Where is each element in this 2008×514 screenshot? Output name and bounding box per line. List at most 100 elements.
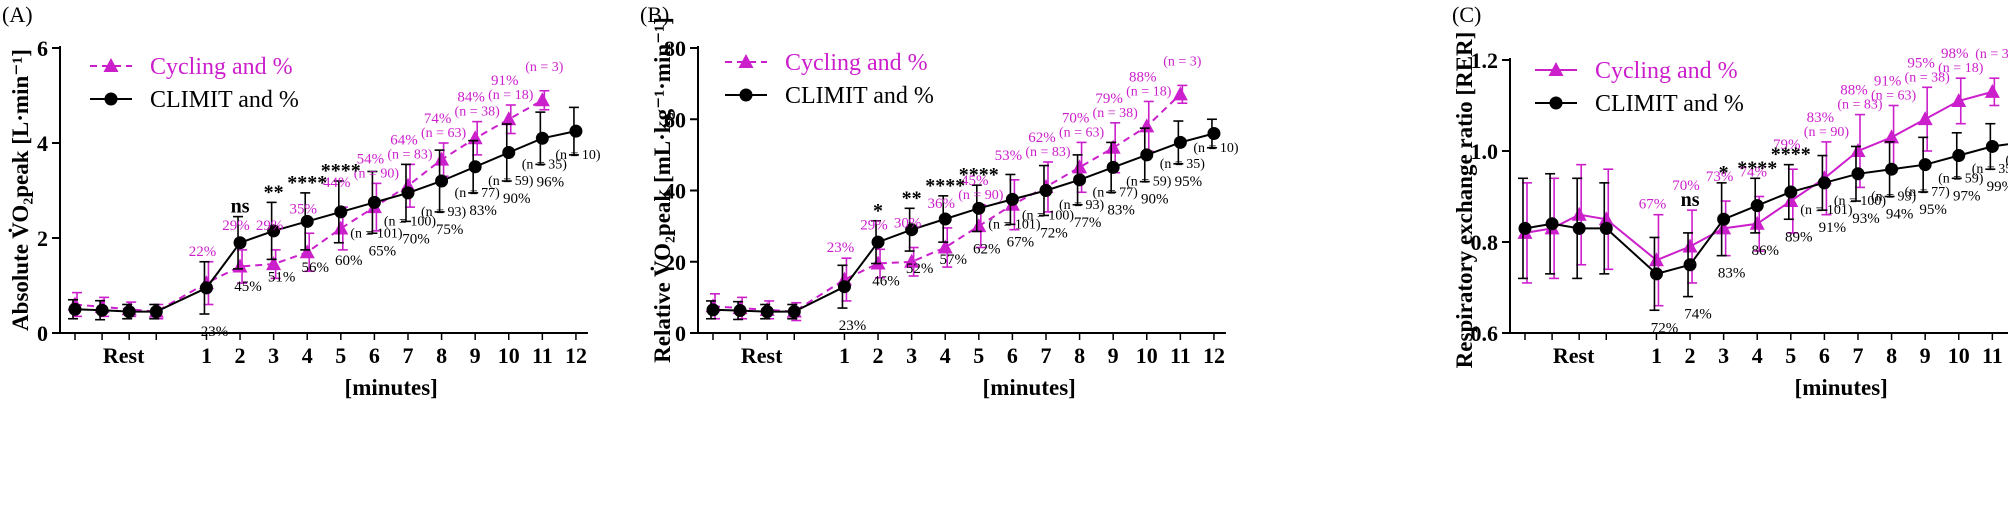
bottom-annotation: 95% xyxy=(1175,174,1203,190)
bottom-annotation: (n = 93) xyxy=(1059,198,1105,213)
data-point-triangle xyxy=(1598,211,1614,226)
y-tick-label: 0.8 xyxy=(1471,230,1499,255)
top-annotation: 73% xyxy=(1706,169,1734,185)
data-point-circle xyxy=(267,224,281,238)
data-point-circle xyxy=(1005,192,1019,206)
data-point-triangle xyxy=(1850,143,1866,157)
top-annotation: (n = 38) xyxy=(1093,106,1139,121)
top-annotation: 95% xyxy=(1907,55,1935,71)
bottom-annotation: 23% xyxy=(839,318,867,334)
legend-label: CLIMIT and % xyxy=(150,87,299,113)
series-climit xyxy=(1518,122,2008,312)
data-point-circle xyxy=(905,223,919,237)
data-point-circle xyxy=(334,205,348,219)
top-annotation: 29% xyxy=(222,218,250,234)
bottom-annotation: 46% xyxy=(872,274,900,290)
y-tick-label: 1.0 xyxy=(1471,139,1499,164)
top-annotation: (n = 63) xyxy=(1871,89,1917,104)
rest-label: Rest xyxy=(741,343,783,368)
data-point-circle xyxy=(1649,267,1663,281)
x-tick-label: 4 xyxy=(1752,343,1763,368)
x-tick-label: 9 xyxy=(470,343,481,368)
data-point-circle xyxy=(1039,184,1053,197)
series-line xyxy=(1524,143,2008,276)
bottom-annotation: (n = 101) xyxy=(1800,203,1853,218)
x-tick-label: 3 xyxy=(1718,343,1729,368)
top-annotation: 62% xyxy=(1028,130,1056,146)
bottom-annotation: 91% xyxy=(1819,220,1847,236)
top-annotation: (n = 63) xyxy=(1059,125,1105,140)
top-annotation: 54% xyxy=(357,151,385,167)
bottom-annotation: 52% xyxy=(906,261,934,277)
top-annotation: (n = 3) xyxy=(1975,47,2008,62)
data-point-circle xyxy=(972,201,986,215)
data-point-triangle xyxy=(534,92,550,107)
top-annotation: (n = 18) xyxy=(1126,84,1172,99)
top-annotation: 74% xyxy=(1739,165,1767,181)
x-tick-label: 10 xyxy=(1948,343,1970,368)
data-point-triangle xyxy=(870,255,886,270)
y-tick-label: 80 xyxy=(664,36,686,61)
bottom-annotation: (n = 77) xyxy=(455,186,501,201)
top-annotation: 45% xyxy=(961,173,989,189)
data-point-circle xyxy=(122,305,136,319)
data-point-circle xyxy=(1885,162,1899,176)
series-climit xyxy=(706,118,1221,321)
data-point-triangle xyxy=(1139,118,1155,133)
significance-marker: **** xyxy=(1771,144,1811,166)
y-tick-label: 0 xyxy=(675,321,686,346)
data-point-circle xyxy=(733,304,747,318)
top-annotation: 83% xyxy=(1807,110,1835,126)
x-tick-label: 1 xyxy=(1651,343,1662,368)
top-annotation: (n = 90) xyxy=(354,166,400,181)
rest-label: Rest xyxy=(103,343,145,368)
data-point-triangle xyxy=(333,220,349,235)
x-tick-label: 5 xyxy=(973,343,984,368)
data-point-circle xyxy=(1717,212,1731,226)
x-tick-label: 4 xyxy=(302,343,313,368)
panel-label: (C) xyxy=(1452,2,1481,27)
data-point-circle xyxy=(401,186,415,200)
top-annotation: (n = 83) xyxy=(1837,98,1883,113)
top-annotation: 88% xyxy=(1840,83,1868,99)
top-annotation: 53% xyxy=(995,148,1023,164)
data-point-circle xyxy=(1683,258,1697,272)
data-point-triangle xyxy=(1682,238,1698,253)
top-annotation: 91% xyxy=(1874,74,1902,90)
y-tick-label: 2 xyxy=(37,226,48,251)
series-line xyxy=(712,93,1181,313)
y-axis-label: Relative V̇O₂peak [mL·kg⁻¹·min⁻¹] xyxy=(649,17,675,363)
x-tick-label: 11 xyxy=(532,343,553,368)
top-annotation: (n = 38) xyxy=(1905,70,1951,85)
bottom-annotation: 67% xyxy=(1007,234,1035,250)
data-point-circle xyxy=(1106,160,1120,174)
legend-marker-circle xyxy=(739,88,753,102)
data-point-triangle xyxy=(937,239,953,254)
significance-marker: * xyxy=(873,200,883,222)
series-line xyxy=(712,132,1215,313)
bottom-annotation: 83% xyxy=(1718,266,1746,282)
x-tick-label: 1 xyxy=(839,343,850,368)
data-point-circle xyxy=(1952,149,1966,163)
bottom-annotation: (n = 35) xyxy=(1160,157,1206,172)
x-tick-label: 10 xyxy=(498,343,520,368)
data-point-triangle xyxy=(971,218,987,233)
legend-label: CLIMIT and % xyxy=(785,83,934,109)
data-point-triangle xyxy=(1105,139,1121,154)
data-point-triangle xyxy=(904,253,920,268)
bottom-annotation: 90% xyxy=(503,191,531,207)
data-point-circle xyxy=(435,174,449,188)
rest-label: Rest xyxy=(1553,343,1595,368)
data-point-triangle xyxy=(1072,159,1088,174)
data-point-circle xyxy=(1985,139,1999,153)
bottom-annotation: (n = 10) xyxy=(2005,153,2008,168)
legend-label: Cycling and % xyxy=(785,50,928,76)
top-annotation: 30% xyxy=(894,216,922,232)
data-point-circle xyxy=(502,146,516,159)
data-point-circle xyxy=(1207,127,1221,140)
data-point-circle xyxy=(787,305,801,319)
data-point-circle xyxy=(1073,173,1087,187)
data-point-circle xyxy=(233,236,247,250)
